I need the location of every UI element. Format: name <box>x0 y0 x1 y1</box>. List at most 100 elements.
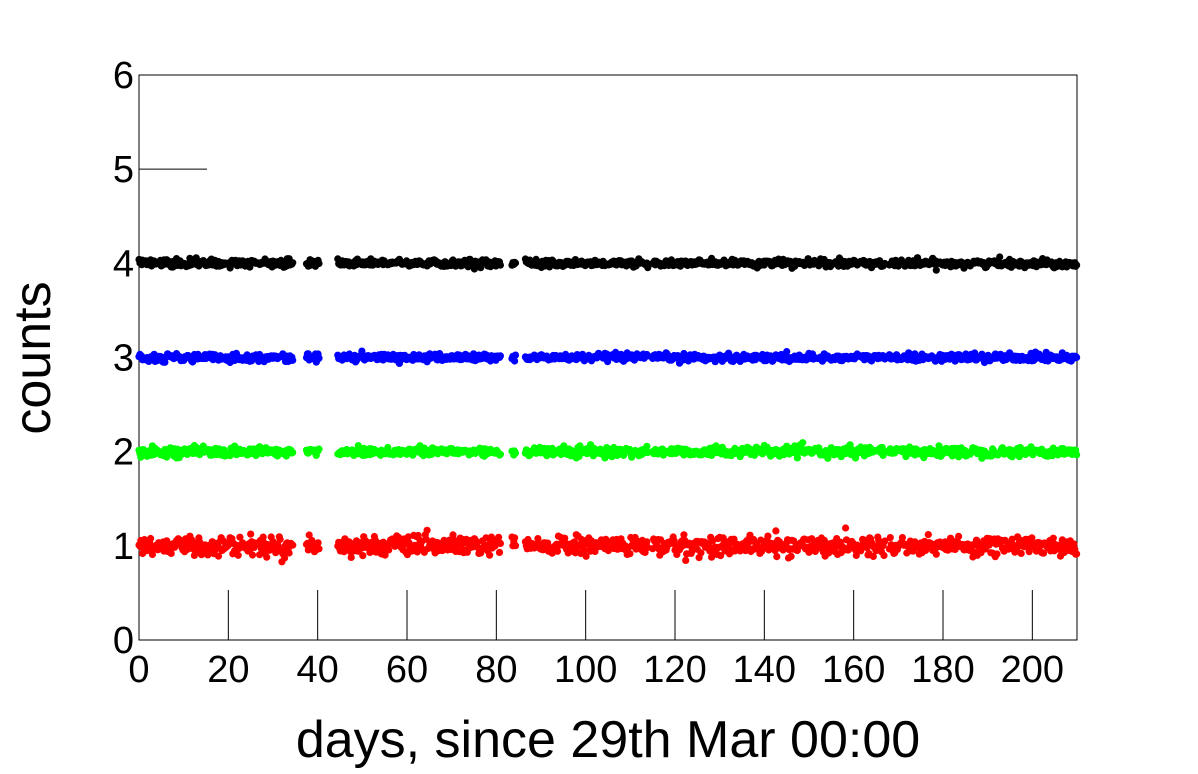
data-point <box>147 534 155 543</box>
data-point <box>1017 549 1025 558</box>
data-point <box>881 537 889 545</box>
data-point <box>289 356 297 364</box>
series-points <box>135 524 1081 566</box>
data-point <box>644 264 652 272</box>
data-point <box>717 552 725 560</box>
data-point <box>315 259 323 268</box>
data-point <box>305 531 313 539</box>
y-tick-label: 1 <box>113 526 134 568</box>
y-tick-label: 3 <box>113 338 134 380</box>
data-point <box>730 535 738 543</box>
data-point <box>560 442 568 450</box>
data-point <box>924 531 932 539</box>
data-point <box>289 259 297 267</box>
data-point <box>880 551 888 560</box>
data-point <box>553 547 562 555</box>
data-point <box>783 348 791 356</box>
series-points <box>135 253 1081 274</box>
data-point <box>996 253 1004 261</box>
x-tick-label: 0 <box>128 649 149 691</box>
data-point <box>680 531 688 539</box>
data-point <box>799 439 807 447</box>
data-point <box>236 533 244 541</box>
data-point <box>495 548 504 557</box>
data-point <box>682 556 690 565</box>
series-points <box>135 347 1081 367</box>
data-point <box>496 450 504 458</box>
data-point <box>511 542 520 550</box>
data-point <box>347 553 355 562</box>
x-tick-label: 20 <box>207 649 249 691</box>
data-point <box>869 552 877 561</box>
x-tick-label: 140 <box>733 649 796 691</box>
data-point <box>276 535 284 543</box>
data-point <box>248 551 257 559</box>
data-point <box>289 448 297 457</box>
data-point <box>1070 540 1078 548</box>
data-points <box>135 253 1081 566</box>
data-point <box>358 347 366 355</box>
data-point <box>580 546 588 555</box>
x-tick-label: 200 <box>1001 649 1064 691</box>
data-point <box>214 552 223 560</box>
data-point <box>285 549 293 557</box>
data-point <box>993 550 1001 558</box>
x-tick-label: 180 <box>911 649 974 691</box>
x-tick-label: 100 <box>554 649 617 691</box>
data-point <box>482 534 490 542</box>
data-point <box>708 537 717 545</box>
data-point <box>1008 535 1016 543</box>
x-axis-title: days, since 29th Mar 00:00 <box>296 711 920 769</box>
data-point <box>496 352 504 360</box>
data-point <box>314 539 322 547</box>
data-point <box>259 533 267 541</box>
data-point <box>1028 534 1036 542</box>
data-point <box>486 551 494 559</box>
data-point <box>842 524 850 532</box>
data-point <box>496 539 504 548</box>
data-point <box>582 552 590 560</box>
series-points <box>135 439 1081 462</box>
data-point <box>1049 534 1057 542</box>
data-point <box>511 351 520 359</box>
data-point <box>423 526 431 534</box>
data-point <box>793 454 802 462</box>
data-point <box>932 266 940 274</box>
data-point <box>824 454 832 462</box>
data-point <box>422 535 430 543</box>
data-point <box>167 549 175 558</box>
data-point <box>315 545 323 553</box>
data-point <box>247 530 255 538</box>
data-point <box>772 527 780 535</box>
data-point <box>511 259 520 267</box>
data-point <box>510 357 519 365</box>
data-point <box>1073 353 1081 361</box>
data-point <box>1073 261 1081 269</box>
data-point <box>886 534 894 542</box>
data-point <box>315 354 323 362</box>
y-tick-label: 6 <box>113 55 134 97</box>
data-point <box>345 538 353 546</box>
data-point <box>281 554 289 562</box>
tick-labels: 0 20 40 60 80 100 120 140 160 180 200 0 1 2 3 4 5 6 <box>113 55 1064 691</box>
data-point <box>496 261 504 269</box>
y-axis-title: counts <box>4 281 62 434</box>
data-point <box>256 551 264 559</box>
data-point <box>764 532 772 540</box>
y-tick-label: 5 <box>113 149 134 191</box>
data-point <box>1073 550 1081 558</box>
data-point <box>643 442 651 450</box>
data-point <box>404 533 412 541</box>
data-point <box>385 546 393 554</box>
data-point <box>381 551 389 559</box>
data-point <box>1073 451 1081 459</box>
data-point <box>354 442 362 450</box>
data-point <box>226 452 234 460</box>
data-point <box>773 553 781 561</box>
x-tick-label: 60 <box>386 649 428 691</box>
data-point <box>308 536 316 545</box>
data-point <box>787 552 795 561</box>
data-point <box>204 551 212 559</box>
data-point <box>315 445 323 453</box>
